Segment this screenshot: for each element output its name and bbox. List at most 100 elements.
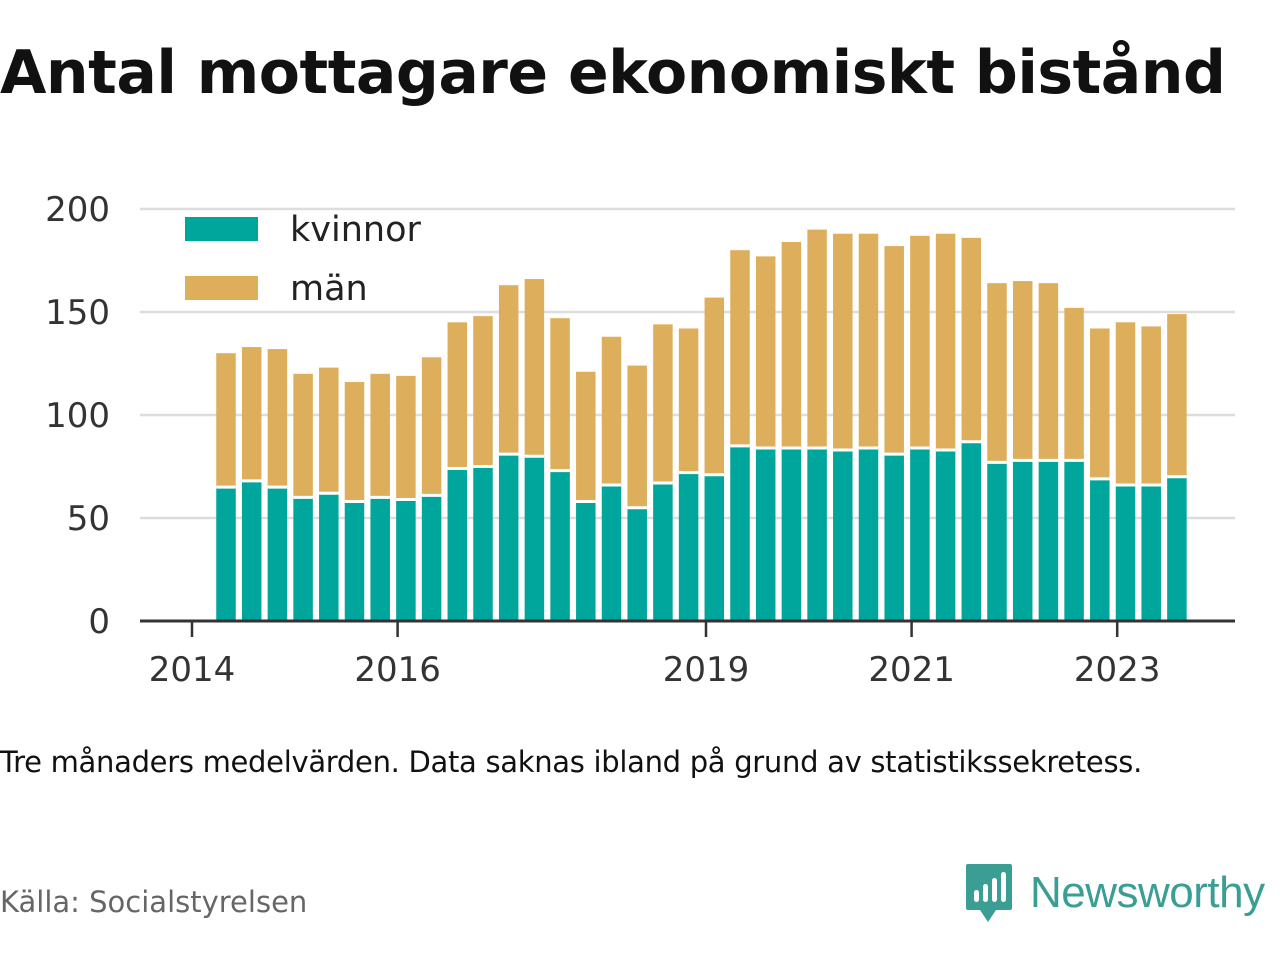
bar-kvinnor: [1090, 478, 1110, 621]
x-tick-label: 2016: [354, 650, 441, 690]
bar-kvinnor: [987, 462, 1007, 621]
bar-män: [781, 241, 802, 448]
bar-kvinnor: [1115, 485, 1136, 621]
newsworthy-logo-icon: [966, 864, 1012, 922]
bar-kvinnor: [524, 456, 545, 621]
chart-note: Tre månaders medelvärden. Data saknas ib…: [0, 745, 1142, 779]
bar-män: [267, 349, 288, 488]
chart-title: Antal mottagare ekonomiskt bistånd: [0, 38, 1226, 108]
bar-män: [961, 237, 982, 442]
bar-män: [884, 246, 904, 455]
bar-kvinnor: [1141, 485, 1161, 621]
bar-kvinnor: [319, 493, 339, 621]
axes: 0 50 100 150 200 2014 2016 2019 2021 2023: [45, 190, 1235, 690]
bar-kvinnor: [241, 480, 262, 621]
bar-kvinnor: [884, 454, 904, 621]
bar-män: [1090, 328, 1110, 479]
bar-män: [858, 233, 879, 448]
bar-kvinnor: [1167, 476, 1187, 621]
bar-män: [293, 373, 313, 498]
bar-män: [1115, 322, 1136, 486]
bar-män: [807, 229, 827, 448]
bar-kvinnor: [267, 487, 288, 621]
bar-kvinnor: [653, 482, 673, 621]
bar-män: [704, 297, 725, 475]
bar-män: [524, 279, 545, 457]
bar-män: [1141, 326, 1161, 486]
stacked-bar-chart: 0 50 100 150 200 2014 2016 2019 2021 2023 kvinnor…: [45, 190, 1235, 690]
x-tick-label: 2019: [663, 650, 750, 690]
legend-swatch-kvinnor: [185, 217, 258, 241]
bar-kvinnor: [216, 487, 236, 621]
legend: kvinnor män: [175, 210, 421, 309]
bar-kvinnor: [858, 447, 879, 621]
bar-män: [1012, 281, 1033, 461]
bar-män: [550, 318, 570, 471]
bar-män: [755, 256, 776, 448]
bar-män: [987, 283, 1007, 463]
legend-label-män: män: [290, 269, 368, 309]
bar-män: [653, 324, 673, 483]
bar-kvinnor: [344, 501, 365, 621]
y-tick-label: 50: [67, 499, 110, 539]
y-tick-label: 100: [45, 396, 110, 436]
bar-kvinnor: [293, 497, 313, 621]
bars: [216, 229, 1187, 621]
y-tick-label: 200: [45, 190, 110, 230]
bar-män: [1167, 314, 1187, 477]
bar-kvinnor: [910, 447, 930, 621]
bar-kvinnor: [1012, 460, 1033, 621]
brand-name: Newsworthy: [1030, 868, 1265, 917]
bar-kvinnor: [704, 474, 725, 621]
bar-kvinnor: [781, 447, 802, 621]
bar-kvinnor: [473, 466, 493, 621]
bar-kvinnor: [1038, 460, 1059, 621]
bar-män: [447, 322, 468, 469]
source-label: Källa: Socialstyrelsen: [0, 885, 308, 919]
bar-kvinnor: [421, 495, 442, 621]
bar-kvinnor: [498, 454, 519, 621]
bar-män: [319, 367, 339, 494]
bar-kvinnor: [370, 497, 390, 621]
bar-män: [473, 316, 493, 467]
bar-kvinnor: [730, 445, 750, 621]
y-tick-label: 150: [45, 293, 110, 333]
x-tick-label: 2023: [1074, 650, 1161, 690]
x-tick-label: 2021: [868, 650, 955, 690]
bar-män: [576, 371, 596, 502]
bar-män: [344, 382, 365, 502]
y-tick-label: 0: [88, 602, 110, 642]
bar-kvinnor: [550, 470, 570, 621]
bar-kvinnor: [961, 441, 982, 621]
bar-män: [833, 233, 853, 451]
bar-kvinnor: [601, 485, 622, 621]
bar-kvinnor: [935, 450, 956, 621]
bar-män: [1038, 283, 1059, 461]
bar-kvinnor: [678, 472, 699, 621]
brand-logo: Newsworthy: [964, 862, 1265, 924]
bar-kvinnor: [833, 450, 853, 621]
bar-män: [241, 347, 262, 481]
bar-kvinnor: [755, 447, 776, 621]
bar-män: [627, 365, 647, 508]
bar-kvinnor: [447, 468, 468, 621]
bar-män: [730, 250, 750, 446]
legend-label-kvinnor: kvinnor: [290, 210, 421, 250]
bar-män: [396, 375, 416, 500]
bar-kvinnor: [396, 499, 416, 621]
legend-swatch-män: [185, 276, 258, 300]
bar-män: [678, 328, 699, 473]
bar-kvinnor: [1064, 460, 1084, 621]
bar-män: [1064, 307, 1084, 461]
bar-kvinnor: [627, 507, 647, 621]
bar-män: [935, 233, 956, 451]
bar-kvinnor: [807, 447, 827, 621]
bar-män: [910, 235, 930, 448]
bar-män: [370, 373, 390, 498]
bar-män: [601, 336, 622, 486]
x-tick-label: 2014: [149, 650, 236, 690]
bar-män: [216, 353, 236, 488]
bar-män: [498, 285, 519, 455]
bar-kvinnor: [576, 501, 596, 621]
bar-män: [421, 357, 442, 496]
